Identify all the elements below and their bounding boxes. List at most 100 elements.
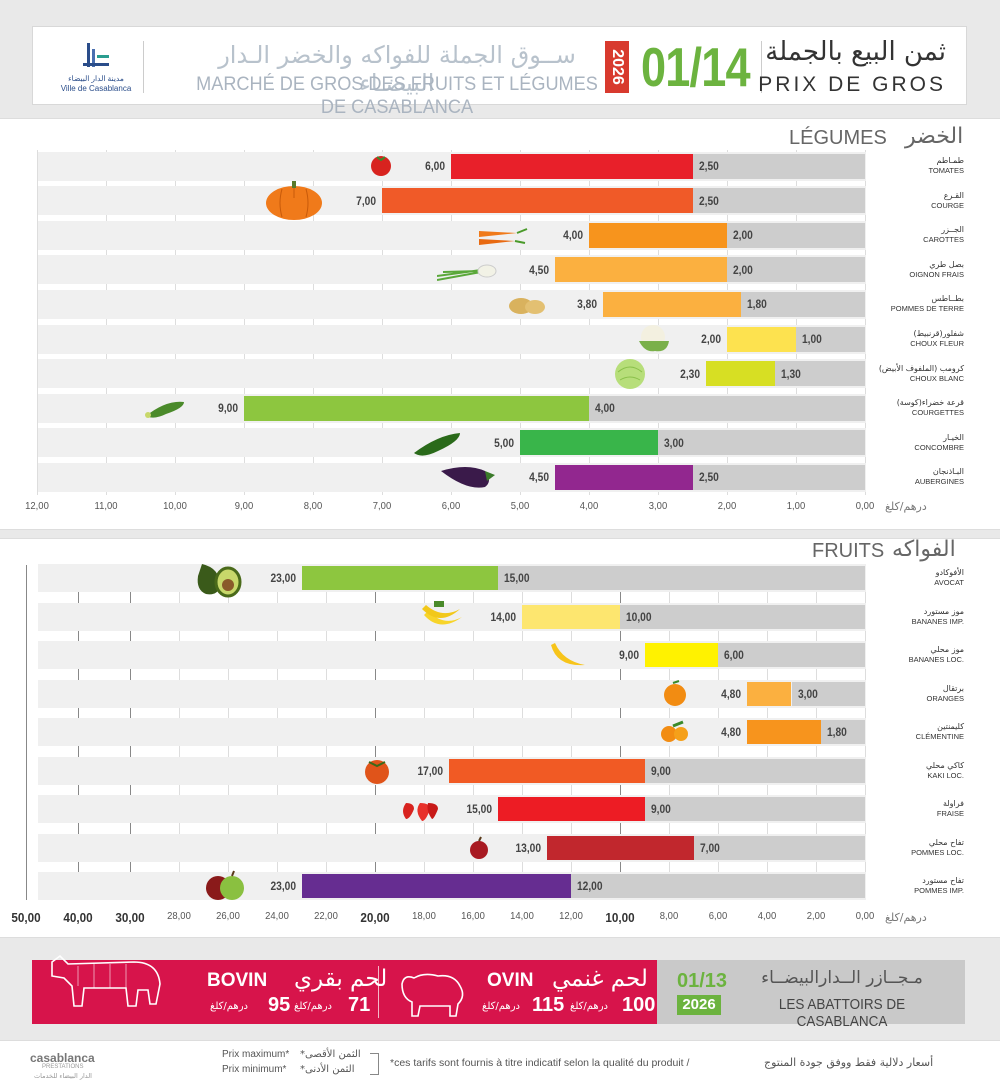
potato-icon (508, 298, 545, 315)
product-name-arabic: كليمنتين (937, 722, 964, 731)
product-name-arabic: كرومب (الملفوف الأبيض) (878, 363, 964, 373)
bovin-max-unit: درهم/كلغ (210, 1001, 248, 1012)
price-range-bar (589, 222, 727, 248)
min-price-label: 3,00 (797, 686, 818, 701)
x-tick-label: 40,00 (63, 910, 93, 925)
bovin-min-price: 71 (348, 994, 371, 1016)
year-badge: 2026 (605, 41, 629, 93)
price-track (791, 681, 865, 706)
meat-prices-block (32, 960, 657, 1024)
max-price-label: 7,00 (356, 193, 376, 208)
product-name: بطــاطس POMMES DE TERRE (868, 294, 964, 314)
max-price-label: 4,80 (721, 725, 742, 739)
abattoirs-name-arabic: مـجــازر الــدارالبيضــاء (761, 968, 923, 988)
abattoirs-date: 01/13 (677, 970, 728, 992)
x-tick-label: 20,00 (360, 910, 390, 925)
legend-min-ar: *الثمن الأدنى (300, 1064, 355, 1075)
product-name-arabic: تفاح محلي (928, 837, 964, 847)
gridline (313, 150, 314, 495)
product-name: البـاذنجان AUBERGINES (868, 467, 964, 487)
market-title-french: MARCHÉ DE GROS DES FRUITS ET LÉGUMES DE … (196, 73, 598, 118)
product-name-french: CAROTTES (923, 235, 964, 245)
price-range-bar (448, 758, 645, 783)
bovin-label-arabic: لحم بقري (294, 966, 388, 992)
min-price-label: 15,00 (503, 571, 530, 585)
price-range-bar (554, 464, 693, 490)
product-name-arabic: شفلور(قرنبيط) (913, 329, 964, 338)
x-tick-label: 9,00 (234, 500, 254, 512)
ovin-min-price: 100 (622, 994, 656, 1016)
max-price-label: 13,00 (514, 840, 541, 855)
price-track (775, 361, 865, 387)
product-name-french: POMMES LOC. (911, 847, 964, 857)
x-tick-label: 2,00 (717, 500, 737, 512)
fruits-unit-label: درهم/كلغ (885, 911, 927, 924)
price-track (589, 395, 865, 421)
gridline (451, 150, 452, 495)
x-tick-label: 30,00 (115, 910, 145, 925)
min-price-label: 7,00 (699, 840, 720, 855)
product-name-french: TOMATES (928, 166, 964, 175)
legend-bracket (370, 1053, 379, 1075)
bovin-label: BOVIN (207, 970, 268, 991)
price-track (727, 257, 865, 283)
product-name: كرومب (الملفوف الأبيض) CHOUX BLANC (868, 364, 964, 384)
cabbage-icon (615, 358, 646, 389)
min-price-label: 4,00 (595, 401, 615, 416)
product-name: تفاح مستورد POMMES IMP. (868, 876, 964, 896)
max-price-label: 4,00 (563, 228, 583, 243)
x-tick-label: 12,00 (25, 500, 49, 512)
product-name-arabic: برتقال (942, 683, 964, 693)
market-title-arabic: ســوق الجملة للفواكه والخضر الـدار البيض… (218, 41, 576, 97)
strawberry-icon (402, 803, 438, 821)
ovin-max-unit: درهم/كلغ (482, 1001, 520, 1012)
gridline (106, 150, 107, 495)
bovin-max-price: 95 (268, 994, 291, 1016)
ovin-min-unit: درهم/كلغ (570, 1001, 608, 1012)
product-name: طمـاطم TOMATES (868, 156, 964, 176)
legend-max-fr: Prix maximum* (222, 1049, 290, 1060)
cow-icon (51, 954, 161, 1007)
product-name-arabic: كاكي محلي (925, 760, 964, 770)
x-tick-label: 4,00 (579, 500, 599, 512)
kaki-icon (364, 759, 389, 784)
min-price-label: 2,50 (698, 470, 719, 485)
x-tick-label: 14,00 (510, 910, 534, 922)
product-name: كاكي محلي KAKI LOC. (868, 761, 964, 781)
price-range-bar (554, 257, 727, 283)
price-track (820, 720, 865, 744)
banana-icon (550, 643, 585, 666)
min-price-label: 1,80 (826, 725, 847, 739)
product-name-arabic: الأفوكادو (935, 568, 964, 577)
min-price-label: 9,00 (650, 802, 671, 816)
x-tick-label: 8,00 (303, 500, 323, 512)
footer: casablanca PRESTATIONS الدار البيضاء للخ… (0, 1040, 1000, 1087)
logo-french-text: Ville de Casablanca (60, 84, 132, 93)
tomato-icon (371, 156, 391, 176)
casablanca-logo: مدينة الدار البيضاء Ville de Casablanca (53, 41, 139, 97)
product-name-french: ORANGES (926, 693, 964, 703)
min-price-label: 10,00 (626, 609, 652, 624)
product-name-arabic: الخيـار (943, 432, 964, 442)
product-name-arabic: موز محلي (930, 645, 964, 654)
product-name-arabic: تفاح مستورد (922, 876, 964, 885)
cauliflower-icon (639, 325, 669, 352)
product-name-french: KAKI LOC. (927, 770, 964, 780)
price-track (620, 604, 865, 629)
x-tick-label: 7,00 (372, 500, 392, 512)
max-price-label: 17,00 (416, 763, 443, 778)
cucumber-icon (414, 432, 460, 456)
price-track (727, 222, 865, 248)
footer-brand: casablanca (30, 1051, 95, 1065)
x-tick-label: 11,00 (94, 500, 118, 512)
product-name-french: CLÉMENTINE (915, 732, 964, 741)
max-price-label: 23,00 (269, 879, 296, 893)
min-price-label: 1,80 (746, 297, 767, 312)
min-price-label: 2,50 (698, 193, 719, 208)
product-name-arabic: الجــزر (941, 225, 964, 235)
fruits-title: FRUITS (812, 540, 885, 562)
product-name-french: COURGETTES (911, 408, 964, 418)
product-name-french: BANANES IMP. (911, 616, 964, 626)
ovin-label-arabic: لحم غنمي (552, 966, 648, 992)
price-range-bar (602, 291, 741, 317)
